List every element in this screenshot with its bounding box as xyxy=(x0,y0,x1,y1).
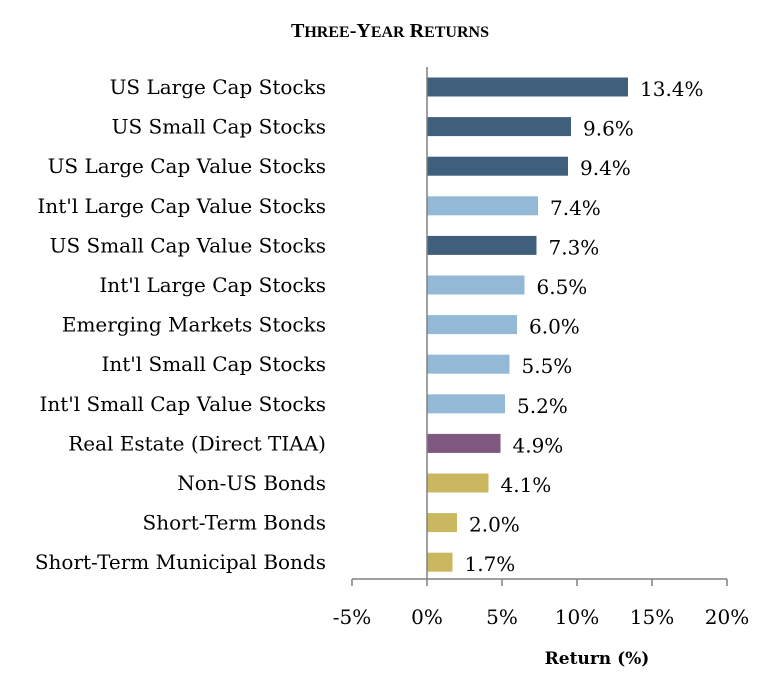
value-labels-group: 13.4%9.6% 9.4% 7.4% 7.3% 6.5% 6.0% 5.5% 5.2% 4.9… xyxy=(465,77,704,576)
category-label: Int'l Small Cap Value Stocks xyxy=(39,392,326,416)
x-tick-label: 15% xyxy=(630,605,674,629)
bar xyxy=(427,156,568,176)
value-label: 4.1% xyxy=(501,473,552,497)
value-label: 7.4% xyxy=(550,196,601,220)
bar xyxy=(427,433,501,453)
bar xyxy=(427,394,505,414)
category-label: Non-US Bonds xyxy=(177,471,326,495)
category-labels-group: US Large Cap Stocks US Small Cap Stocks US… xyxy=(35,75,326,574)
value-label: 1.7% xyxy=(465,552,516,576)
value-label: 5.2% xyxy=(517,394,568,418)
x-tick-label: 10% xyxy=(555,605,599,629)
bar xyxy=(427,552,453,572)
value-label: 5.5% xyxy=(522,354,573,378)
x-tick-label: 0% xyxy=(411,605,443,629)
bar xyxy=(427,473,489,493)
bar xyxy=(427,196,538,216)
category-label: US Small Cap Stocks xyxy=(112,115,326,139)
category-label: Short-Term Municipal Bonds xyxy=(35,550,326,574)
x-axis-title: Return (%) xyxy=(545,649,650,669)
category-label: US Small Cap Value Stocks xyxy=(50,233,326,257)
value-label: 6.5% xyxy=(537,275,588,299)
category-label: Int'l Large Cap Stocks xyxy=(99,273,326,297)
value-label: 9.6% xyxy=(583,117,634,141)
bar xyxy=(427,275,525,295)
chart-title: THREE-YEAR RETURNS xyxy=(291,20,489,42)
bar xyxy=(427,315,517,335)
value-label: 13.4% xyxy=(640,77,704,101)
category-label: Int'l Large Cap Value Stocks xyxy=(37,194,326,218)
bar xyxy=(427,77,628,97)
bars-group xyxy=(427,77,628,572)
bar xyxy=(427,513,457,533)
bar xyxy=(427,117,571,137)
bar xyxy=(427,235,537,255)
value-label: 7.3% xyxy=(549,235,600,259)
category-label: Int'l Small Cap Stocks xyxy=(101,352,326,376)
category-label: Short-Term Bonds xyxy=(143,511,326,535)
category-label: US Large Cap Value Stocks xyxy=(48,154,326,178)
x-tick-label: 20% xyxy=(705,605,749,629)
bar xyxy=(427,354,510,374)
chart-title-text: THREE-YEAR RETURNS xyxy=(291,20,489,42)
value-label: 4.9% xyxy=(513,433,564,457)
x-tick-label: 5% xyxy=(486,605,518,629)
value-label: 9.4% xyxy=(580,156,631,180)
x-axis-tick-labels-group: -5% 0% 5% 10% 15% 20% xyxy=(333,605,749,629)
x-axis-ticks-group xyxy=(351,579,728,586)
category-label: US Large Cap Stocks xyxy=(110,75,326,99)
value-label: 6.0% xyxy=(529,315,580,339)
x-tick-label: -5% xyxy=(333,605,372,629)
category-label: Emerging Markets Stocks xyxy=(62,313,326,337)
category-label: Real Estate (Direct TIAA) xyxy=(68,431,326,455)
value-label: 2.0% xyxy=(469,513,520,537)
